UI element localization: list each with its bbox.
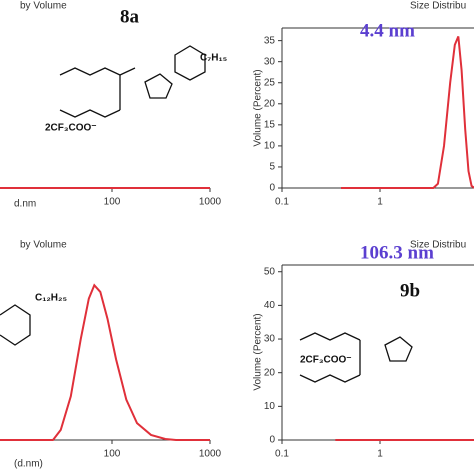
panel-title: Size Distribu	[410, 240, 466, 251]
y-axis-label: Volume (Percent)	[253, 313, 264, 390]
y-tick-label: 20	[264, 367, 276, 378]
panel: 100 1000 by Volume (d.nm) C₁₂H₂₅	[0, 240, 222, 470]
structure-label: 2CF₃COO⁻	[45, 123, 97, 134]
panel: 100 1000 by Volume d.nm 8a 2CF₃COO⁻ C₇H₁₅	[0, 1, 228, 210]
y-tick-label: 35	[264, 35, 276, 46]
x-tick-label: 1	[377, 197, 383, 208]
x-tick-label: 100	[104, 449, 121, 460]
data-line	[341, 36, 474, 189]
panel-title: Size Distribu	[410, 1, 466, 12]
y-tick-label: 15	[264, 119, 276, 130]
x-tick-label: 0.1	[275, 449, 289, 460]
size-annotation: 106.3 nm	[360, 242, 434, 263]
x-tick-label: 1000	[199, 197, 222, 208]
size-annotation: 4.4 nm	[360, 20, 415, 41]
y-tick-label: 50	[264, 266, 276, 277]
x-tick-label: 1	[377, 449, 383, 460]
x-tick-label: 100	[104, 197, 121, 208]
compound-label: 8a	[120, 6, 140, 27]
y-tick-label: 10	[264, 401, 276, 412]
y-tick-label: 0	[269, 435, 275, 446]
panel: 0 5 10 15 20 25 30 35 0.1 1 Size Distribu Volume (P…	[253, 1, 474, 208]
y-axis-label: Volume (Percent)	[253, 69, 264, 146]
panel-title: by Volume	[20, 240, 67, 251]
x-axis-label: (d.nm)	[14, 459, 43, 470]
y-tick-label: 25	[264, 77, 276, 88]
structure-drawing	[0, 45, 413, 383]
y-tick-label: 40	[264, 300, 276, 311]
panel: 0 10 20 30 40 50 0.1 1 Size Distribu Volume (Perc…	[253, 240, 474, 460]
y-tick-label: 30	[264, 56, 276, 67]
compound-label: 9b	[400, 280, 420, 301]
panel-title: by Volume	[20, 1, 67, 12]
structure-label: 2CF₃COO⁻	[300, 355, 352, 366]
structure-label: C₇H₁₅	[200, 53, 228, 64]
y-tick-label: 10	[264, 141, 276, 152]
x-tick-label: 0.1	[275, 197, 289, 208]
x-tick-label: 1000	[199, 449, 222, 460]
y-tick-label: 30	[264, 334, 276, 345]
data-line	[0, 283, 210, 441]
structure-label: C₁₂H₂₅	[35, 293, 67, 304]
y-tick-label: 0	[269, 183, 275, 194]
y-tick-label: 5	[269, 162, 275, 173]
y-tick-label: 20	[264, 98, 276, 109]
x-axis-label: d.nm	[14, 199, 36, 210]
